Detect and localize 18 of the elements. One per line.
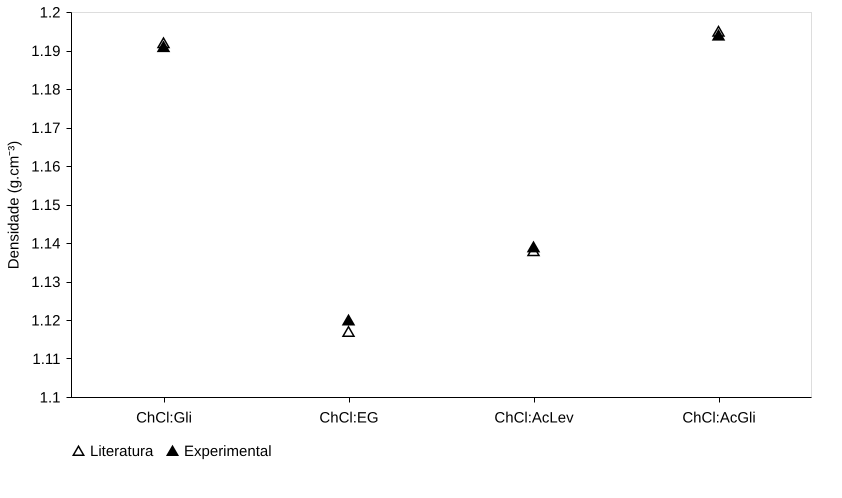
- y-tick-label: 1.16: [31, 158, 60, 176]
- y-tick-label: 1.13: [31, 274, 60, 291]
- y-tick-label: 1.17: [31, 120, 60, 137]
- y-tick-label: 1.1: [40, 390, 60, 406]
- y-tick-label: 1.11: [32, 351, 60, 368]
- legend-label: Experimental: [184, 442, 272, 460]
- y-tick-label: 1.15: [31, 197, 60, 214]
- x-tick-label: ChCl:AcGli: [682, 410, 756, 426]
- x-tick-label: ChCl:EG: [319, 410, 379, 426]
- legend-label: Literatura: [90, 442, 154, 460]
- y-tick-label: 1.12: [31, 312, 60, 330]
- y-axis-title: Densidade (g.cm⁻³): [5, 140, 22, 270]
- y-tick-label: 1.2: [40, 4, 60, 22]
- y-tick-label: 1.19: [31, 43, 60, 60]
- x-tick-label: ChCl:AcLev: [494, 410, 574, 426]
- y-tick-label: 1.18: [31, 82, 60, 98]
- y-tick-label: 1.14: [31, 236, 60, 252]
- x-tick-label: ChCl:Gli: [136, 410, 192, 426]
